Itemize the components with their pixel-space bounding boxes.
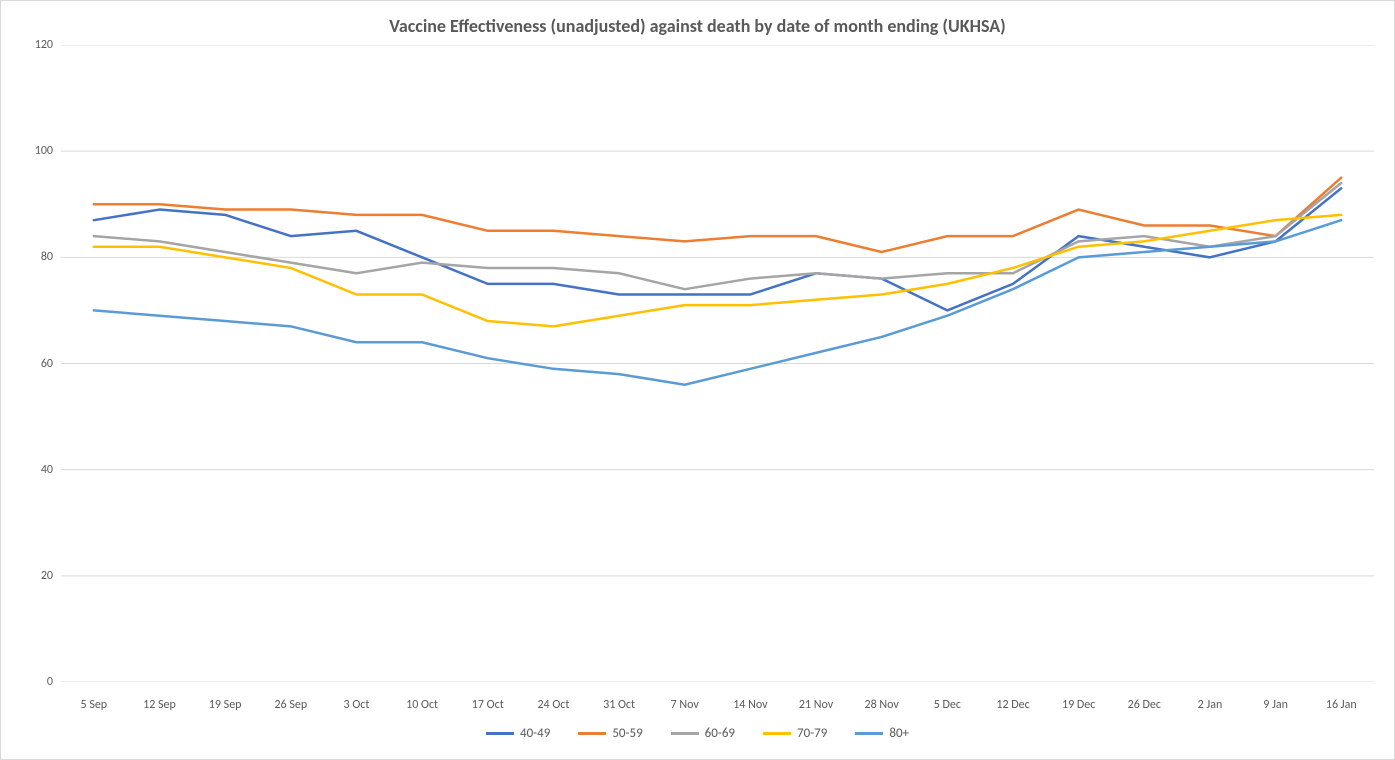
- legend-swatch: [855, 732, 883, 735]
- legend-label: 70-79: [797, 726, 827, 741]
- y-tick-label: 0: [47, 675, 61, 689]
- y-tick-label: 40: [41, 463, 61, 477]
- series-line-40-49: [94, 188, 1341, 310]
- legend-label: 60-69: [705, 726, 735, 741]
- legend-item-40-49: 40-49: [486, 726, 550, 741]
- x-tick-label: 26 Sep: [258, 698, 324, 712]
- legend-item-70-79: 70-79: [763, 726, 827, 741]
- legend-label: 50-59: [612, 726, 642, 741]
- legend-item-50-59: 50-59: [578, 726, 642, 741]
- x-tick-label: 12 Sep: [127, 698, 193, 712]
- x-tick-label: 7 Nov: [652, 698, 718, 712]
- chart-title: Vaccine Effectiveness (unadjusted) again…: [1, 1, 1394, 45]
- legend-swatch: [671, 732, 699, 735]
- y-tick-label: 100: [35, 144, 61, 158]
- legend-item-60-69: 60-69: [671, 726, 735, 741]
- x-tick-label: 9 Jan: [1243, 698, 1309, 712]
- x-tick-label: 19 Sep: [192, 698, 258, 712]
- x-tick-label: 26 Dec: [1112, 698, 1178, 712]
- y-tick-label: 20: [41, 569, 61, 583]
- x-tick-label: 2 Jan: [1177, 698, 1243, 712]
- legend-swatch: [486, 732, 514, 735]
- x-tick-label: 21 Nov: [783, 698, 849, 712]
- x-tick-label: 17 Oct: [455, 698, 521, 712]
- x-axis-labels: 5 Sep12 Sep19 Sep26 Sep3 Oct10 Oct17 Oct…: [1, 692, 1394, 712]
- series-line-80+: [94, 220, 1341, 385]
- y-tick-label: 80: [41, 250, 61, 264]
- x-tick-label: 31 Oct: [586, 698, 652, 712]
- data-lines: [61, 45, 1374, 682]
- x-tick-label: 24 Oct: [521, 698, 587, 712]
- x-tick-label: 19 Dec: [1046, 698, 1112, 712]
- y-tick-label: 120: [35, 38, 61, 52]
- legend-label: 40-49: [520, 726, 550, 741]
- x-tick-label: 3 Oct: [324, 698, 390, 712]
- x-tick-label: 12 Dec: [980, 698, 1046, 712]
- x-tick-label: 28 Nov: [849, 698, 915, 712]
- series-line-60-69: [94, 183, 1341, 289]
- legend-label: 80+: [889, 726, 909, 741]
- x-tick-label: 5 Sep: [61, 698, 127, 712]
- y-tick-label: 60: [41, 357, 61, 371]
- x-tick-label: 14 Nov: [718, 698, 784, 712]
- legend-swatch: [763, 732, 791, 735]
- plot-area: 020406080100120: [61, 45, 1374, 682]
- x-tick-label: 16 Jan: [1308, 698, 1374, 712]
- legend-item-80+: 80+: [855, 726, 909, 741]
- legend-swatch: [578, 732, 606, 735]
- x-tick-label: 10 Oct: [389, 698, 455, 712]
- series-line-70-79: [94, 215, 1341, 326]
- legend: 40-49 50-59 60-69 70-79 80+: [1, 712, 1394, 759]
- chart-container: Vaccine Effectiveness (unadjusted) again…: [0, 0, 1395, 760]
- plot-wrapper: 020406080100120: [1, 45, 1394, 692]
- x-tick-label: 5 Dec: [915, 698, 981, 712]
